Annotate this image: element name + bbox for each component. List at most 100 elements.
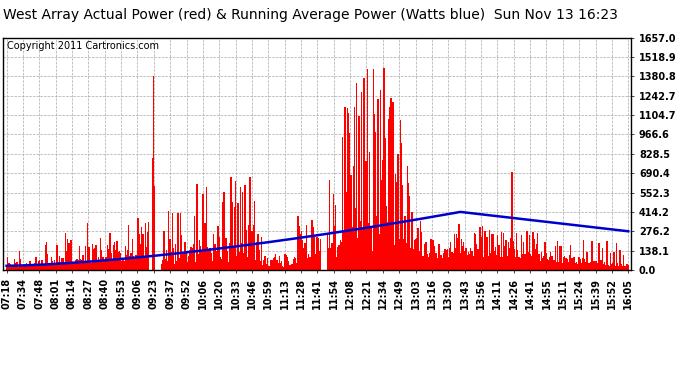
Bar [617,263,618,270]
Bar [81,260,83,270]
Bar [373,69,374,270]
Bar [533,232,534,270]
Bar [212,261,213,270]
Bar [119,251,120,270]
Bar [329,180,331,270]
Bar [39,260,40,270]
Bar [620,250,621,270]
Bar [607,241,608,270]
Bar [105,257,106,270]
Bar [77,259,78,270]
Bar [366,69,368,270]
Bar [393,102,394,270]
Bar [552,262,554,270]
Bar [613,252,615,270]
Bar [169,238,170,270]
Bar [213,234,214,270]
Bar [83,262,85,270]
Bar [560,246,562,270]
Bar [489,230,491,270]
Bar [310,257,312,270]
Bar [132,256,134,270]
Bar [319,239,321,270]
Bar [357,238,359,270]
Bar [80,259,81,270]
Bar [127,251,128,270]
Bar [72,263,73,270]
Bar [137,218,139,270]
Bar [299,234,301,270]
Bar [540,261,541,270]
Bar [197,254,199,270]
Bar [625,266,627,270]
Bar [615,266,616,270]
Bar [86,262,87,270]
Bar [242,192,244,270]
Bar [500,257,501,270]
Bar [445,251,447,270]
Bar [139,234,140,270]
Bar [117,241,118,270]
Bar [152,158,153,270]
Bar [610,253,611,270]
Bar [215,244,217,270]
Bar [190,247,192,270]
Bar [47,254,48,270]
Bar [74,264,75,270]
Bar [247,256,248,270]
Bar [370,227,372,270]
Bar [54,260,55,270]
Bar [141,227,142,270]
Bar [174,264,175,270]
Bar [317,237,319,270]
Bar [361,92,362,270]
Bar [57,262,59,270]
Bar [411,212,413,270]
Bar [284,254,286,270]
Bar [409,196,411,270]
Bar [526,231,528,270]
Text: Copyright 2011 Cartronics.com: Copyright 2011 Cartronics.com [7,41,159,51]
Bar [122,260,124,270]
Bar [388,119,389,270]
Bar [508,242,509,270]
Bar [206,187,207,270]
Bar [378,234,380,270]
Bar [92,243,93,270]
Bar [339,240,341,270]
Bar [309,257,310,270]
Bar [33,264,34,270]
Bar [277,262,279,270]
Bar [12,267,13,270]
Bar [523,242,524,270]
Bar [382,160,384,270]
Bar [94,248,95,270]
Bar [431,242,433,270]
Bar [73,262,75,270]
Bar [351,175,352,270]
Bar [590,261,591,270]
Bar [66,251,67,270]
Bar [68,243,70,270]
Bar [61,258,63,270]
Bar [302,240,304,270]
Bar [172,213,173,270]
Bar [482,226,483,270]
Bar [186,253,187,270]
Bar [366,161,367,270]
Bar [462,246,463,270]
Bar [43,265,45,270]
Bar [513,249,515,270]
Bar [257,234,259,270]
Bar [524,254,526,270]
Bar [53,264,55,270]
Bar [79,246,80,270]
Bar [281,261,282,270]
Bar [446,249,448,270]
Bar [342,137,344,270]
Bar [140,244,141,270]
Bar [355,208,356,270]
Bar [397,154,399,270]
Bar [622,266,623,270]
Bar [333,194,334,270]
